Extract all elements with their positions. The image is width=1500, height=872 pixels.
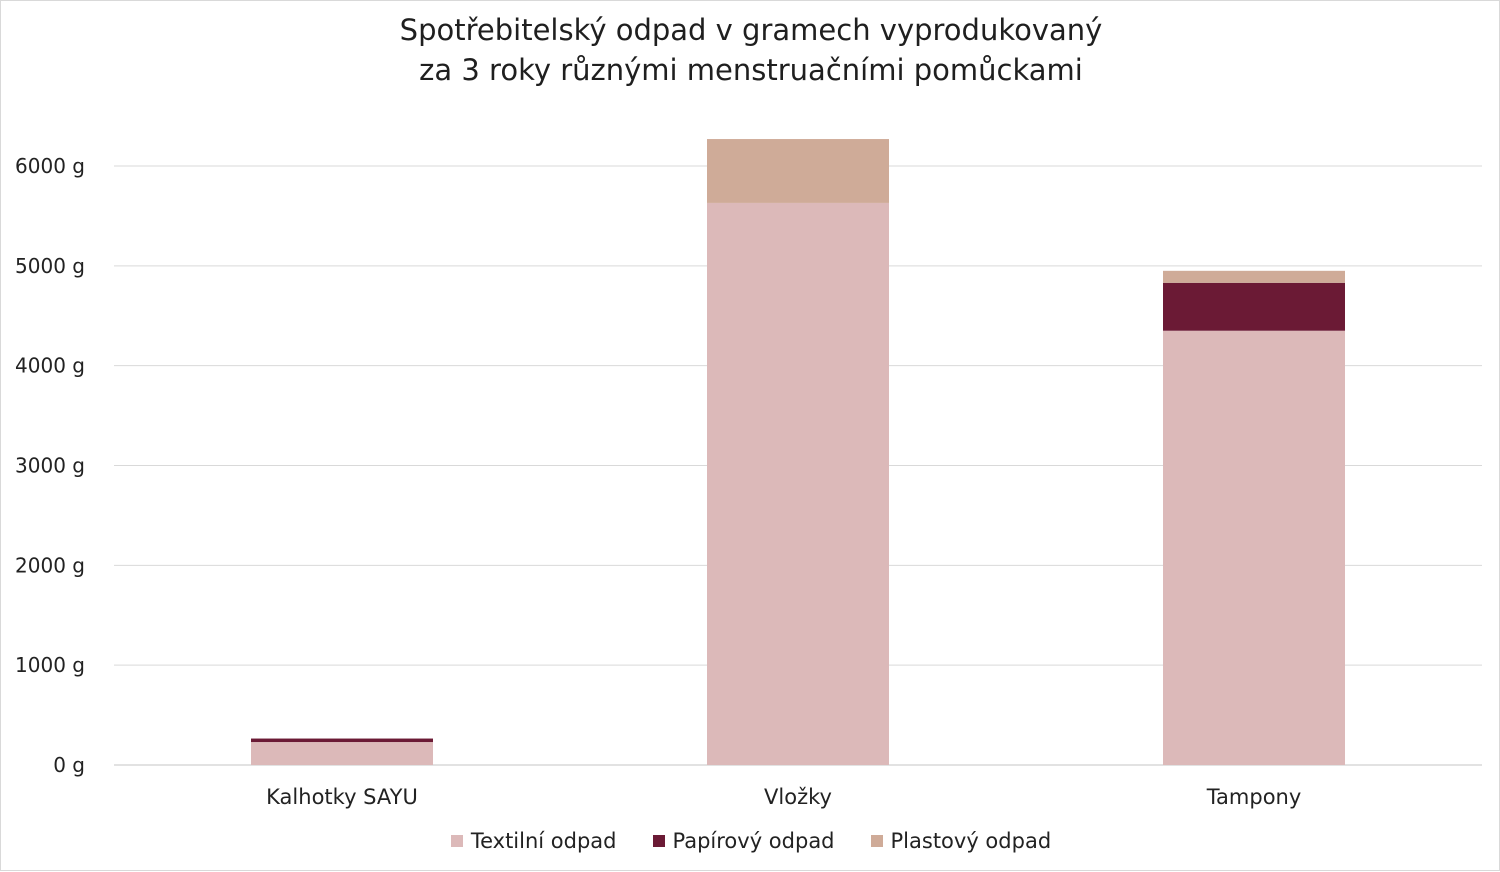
- legend-item-textile[interactable]: Textilní odpad: [450, 829, 617, 853]
- bar-segment-2-0[interactable]: [1163, 330, 1345, 765]
- y-tick-label: 4000 g: [15, 354, 85, 378]
- y-tick-label: 2000 g: [15, 553, 85, 577]
- chart-title-line-1: Spotřebitelský odpad v gramech vyproduko…: [399, 13, 1103, 47]
- y-tick-label: 6000 g: [15, 154, 85, 178]
- bar-segment-2-1[interactable]: [1163, 282, 1345, 331]
- x-category-label: Tampony: [1206, 785, 1302, 809]
- bar-segment-2-2[interactable]: [1163, 270, 1345, 283]
- x-category-label: Kalhotky SAYU: [266, 785, 418, 809]
- bar-segment-1-0[interactable]: [707, 202, 889, 765]
- y-tick-label: 1000 g: [15, 653, 85, 677]
- y-tick-label: 0 g: [53, 753, 85, 777]
- y-tick-label: 3000 g: [15, 454, 85, 478]
- legend-item-plastic[interactable]: Plastový odpad: [870, 829, 1052, 853]
- chart-title-line-2: za 3 roky různými menstruačními pomůckam…: [419, 53, 1083, 87]
- bars: [251, 139, 1345, 765]
- legend-swatch-paper: [652, 835, 665, 847]
- legend-label-plastic: Plastový odpad: [890, 829, 1052, 853]
- bar-segment-1-2[interactable]: [707, 139, 889, 203]
- bar-segment-0-1[interactable]: [251, 738, 433, 743]
- y-tick-label: 5000 g: [15, 254, 85, 278]
- legend-swatch-textile: [450, 835, 463, 847]
- legend: Textilní odpad Papírový odpad Plastový o…: [1, 829, 1500, 853]
- x-category-label: Vložky: [764, 785, 832, 809]
- legend-item-paper[interactable]: Papírový odpad: [652, 829, 835, 853]
- legend-label-textile: Textilní odpad: [470, 829, 617, 853]
- legend-swatch-plastic: [870, 835, 883, 847]
- y-axis-tick-labels: 0 g 1000 g 2000 g 3000 g 4000 g 5000 g 6000 g: [15, 154, 85, 777]
- x-axis-category-labels: Kalhotky SAYU Vložky Tampony: [266, 785, 1301, 809]
- legend-label-paper: Papírový odpad: [672, 829, 835, 853]
- bar-segment-0-0[interactable]: [251, 742, 433, 765]
